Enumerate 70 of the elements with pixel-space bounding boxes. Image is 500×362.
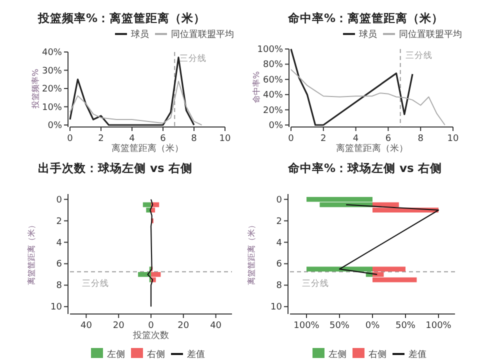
legend-label: 差值: [187, 349, 205, 360]
y-axis-title: 离篮筐距离（米）: [27, 221, 36, 285]
y-tick-label: 0: [276, 195, 282, 206]
y-tick-label: 60%: [262, 75, 284, 86]
ref-line-label: 三分线: [302, 278, 329, 289]
y-axis-title: 离篮筐距离（米）: [247, 221, 256, 285]
legend-label: 差值: [408, 349, 426, 360]
y-tick-label: 80%: [262, 60, 284, 70]
ref-line-label: 三分线: [180, 53, 207, 64]
legend-label: 左侧: [107, 349, 125, 360]
y-tick-label: 6: [276, 260, 282, 270]
y-tick-label: 10: [270, 302, 282, 313]
x-tick-label: 0: [67, 134, 74, 144]
y-tick-label: 4: [276, 238, 282, 248]
y-tick-label: 100%: [257, 45, 284, 55]
y-tick-label: 40%: [42, 48, 62, 58]
x-axis-title: 离篮筐距离（米）: [112, 143, 184, 154]
x-tick-label: 100%: [426, 321, 452, 331]
legend-label: 右侧: [147, 349, 165, 360]
y-tick-label: 30%: [42, 66, 62, 76]
x-tick-label: 2: [98, 134, 104, 144]
x-tick-label: 8: [191, 134, 198, 144]
y-tick-label: 0: [56, 195, 62, 206]
x-axis-title: 投篮次数: [132, 330, 169, 341]
x-tick-label: 20: [178, 321, 190, 331]
x-tick-label: 10: [447, 134, 459, 144]
legend-label: 球员: [131, 29, 149, 40]
x-tick-label: 10: [219, 134, 231, 144]
chart-title: 命中率%：离篮筐距离（米）: [287, 11, 444, 25]
y-tick-label: 4: [56, 238, 62, 248]
y-tick-label: 6: [56, 260, 62, 270]
y-tick-label: 10: [50, 302, 62, 313]
y-axis-title: 命中率%: [252, 70, 261, 103]
legend-label: 同位置联盟平均: [399, 29, 462, 40]
y-tick-label: 8: [276, 281, 282, 292]
y-tick-label: 10%: [42, 102, 62, 113]
x-tick-label: 0: [288, 134, 294, 144]
x-tick-label: 4: [129, 134, 136, 144]
y-tick-label: 0%: [268, 121, 284, 131]
x-tick-label: 100%: [294, 321, 320, 331]
y-tick-label: 40%: [262, 90, 284, 101]
x-tick-label: 40: [80, 321, 92, 331]
x-tick-label: 50%: [395, 321, 416, 331]
y-axis-title: 投篮频率%: [31, 68, 40, 110]
x-axis-title: 离篮筐距离（米）: [336, 143, 408, 154]
chart-title: 投篮频率%：离篮筐距离（米）: [37, 11, 206, 25]
x-tick-label: 2: [320, 134, 326, 144]
legend-label: 右侧: [368, 349, 386, 360]
x-tick-label: 0: [148, 321, 154, 331]
chart-title: 命中率%：球场左侧 vs 右侧: [287, 161, 442, 175]
y-tick-label: 2: [276, 216, 282, 227]
chart-title: 出手次数：球场左侧 vs 右侧: [38, 161, 192, 175]
y-tick-label: 20%: [262, 106, 284, 116]
ref-line-label: 三分线: [82, 278, 109, 289]
x-tick-label: 0%: [365, 321, 380, 331]
y-tick-label: 0%: [48, 121, 62, 131]
x-tick-label: 8: [418, 134, 424, 144]
x-tick-label: 20: [112, 321, 125, 331]
y-tick-label: 20%: [42, 84, 62, 94]
y-tick-label: 2: [56, 216, 62, 227]
x-tick-label: 6: [160, 134, 166, 144]
ref-line-label: 三分线: [405, 50, 432, 61]
legend-label: 球员: [359, 29, 377, 40]
x-tick-label: 50%: [329, 321, 350, 331]
y-tick-label: 8: [56, 281, 62, 292]
x-tick-label: 4: [352, 134, 359, 144]
x-tick-label: 40: [210, 321, 222, 331]
x-tick-label: 6: [385, 134, 392, 144]
legend-label: 左侧: [328, 349, 346, 360]
legend-label: 同位置联盟平均: [171, 29, 234, 40]
